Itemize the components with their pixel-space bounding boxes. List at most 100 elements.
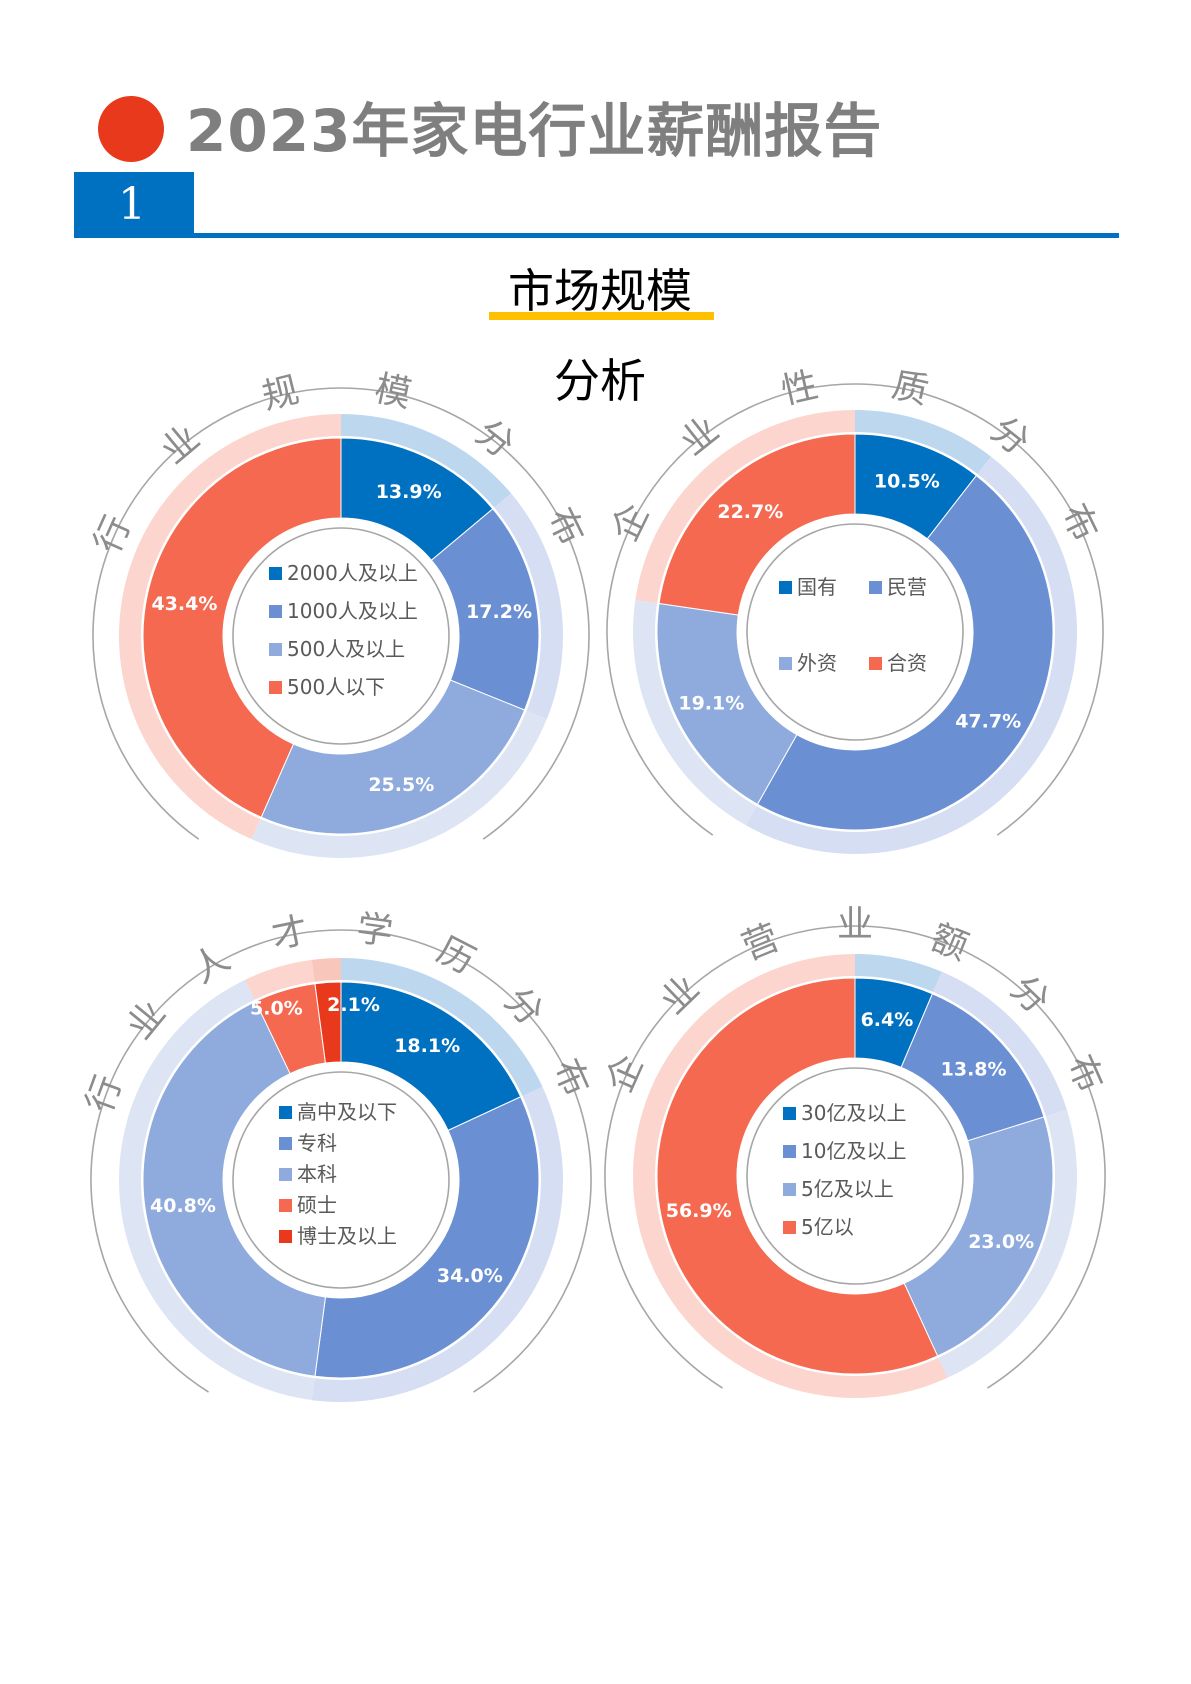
section-heading-line2: 分析 xyxy=(554,354,646,408)
section-divider-line xyxy=(194,233,1119,238)
chart-title-char-7: 分 xyxy=(496,980,551,1034)
section-number-box xyxy=(74,172,194,238)
legend-label-4: 500人以下 xyxy=(287,675,385,699)
legend-swatch-2 xyxy=(869,581,882,594)
value-label-1: 10.5% xyxy=(874,471,940,493)
legend-label-1: 2000人及以上 xyxy=(287,561,418,585)
outer-ring-slice-2 xyxy=(933,971,1067,1117)
legend-swatch-5 xyxy=(279,1230,292,1243)
value-label-2: 34.0% xyxy=(437,1265,503,1287)
chart-title-char-4: 质 xyxy=(888,365,932,413)
pie-slice-5 xyxy=(314,981,342,1064)
value-label-1: 6.4% xyxy=(861,1009,914,1031)
chart-outer-arc xyxy=(604,925,1106,1389)
legend-swatch-4 xyxy=(279,1199,292,1212)
value-label-4: 43.4% xyxy=(151,593,217,615)
legend-swatch-1 xyxy=(779,581,792,594)
chart-title-char-3: 规 xyxy=(258,370,303,418)
value-label-5: 2.1% xyxy=(327,994,380,1016)
legend-swatch-4 xyxy=(783,1221,796,1234)
outer-ring-slice-3 xyxy=(633,600,757,826)
chart-title-char-5: 学 xyxy=(354,908,395,953)
donut-inner-border xyxy=(232,527,450,745)
legend-label-3: 500人及以上 xyxy=(287,637,405,661)
legend-label-4: 5亿以 xyxy=(801,1215,854,1239)
value-label-4: 22.7% xyxy=(717,501,783,523)
chart-outer-arc xyxy=(92,387,590,840)
chart-title-char-3: 营 xyxy=(736,917,785,969)
pie-slice-3 xyxy=(142,1000,327,1377)
outer-ring-slice-4 xyxy=(245,959,315,1000)
chart-title-char-3: 性 xyxy=(778,365,822,413)
value-label-2: 17.2% xyxy=(466,601,532,623)
pie-slice-4 xyxy=(658,433,856,616)
pie-slice-3 xyxy=(656,602,798,805)
pie-slice-4 xyxy=(142,437,342,818)
outer-ring-slice-4 xyxy=(119,414,341,840)
chart-title-char-1: 行 xyxy=(79,1070,130,1118)
chart-title-char-3: 人 xyxy=(185,938,237,992)
legend-swatch-1 xyxy=(783,1107,796,1120)
report-title: 2023年家电行业薪酬报告 xyxy=(186,97,883,165)
chart-outer-arc xyxy=(606,383,1104,836)
chart-title-char-6: 历 xyxy=(430,930,481,983)
legend-swatch-2 xyxy=(279,1137,292,1150)
chart-title-char-7: 布 xyxy=(1059,1049,1111,1099)
value-label-3: 40.8% xyxy=(150,1195,216,1217)
chart-title-char-6: 布 xyxy=(1053,497,1106,547)
legend-swatch-1 xyxy=(279,1106,292,1119)
legend-label-1: 30亿及以上 xyxy=(801,1101,906,1125)
donut-hole xyxy=(738,515,972,749)
legend-swatch-3 xyxy=(279,1168,292,1181)
legend-label-2: 10亿及以上 xyxy=(801,1139,906,1163)
legend-swatch-3 xyxy=(783,1183,796,1196)
heading-underline xyxy=(489,312,714,320)
outer-ring-slice-5 xyxy=(311,958,341,982)
value-label-4: 56.9% xyxy=(666,1200,732,1222)
value-label-3: 23.0% xyxy=(968,1231,1034,1253)
chart-title-char-8: 布 xyxy=(545,1053,597,1103)
chart-title-char-6: 分 xyxy=(1003,968,1057,1023)
pie-slice-2 xyxy=(314,1096,540,1379)
pie-slice-3 xyxy=(903,1116,1054,1357)
value-label-2: 47.7% xyxy=(955,711,1021,733)
legend-label-5: 博士及以上 xyxy=(297,1224,397,1248)
chart-title-char-2: 业 xyxy=(653,968,707,1023)
pie-slice-3 xyxy=(260,679,526,835)
donut-chart-4: 6.4% 13.8% 23.0% 56.9% 30亿及以上 10亿及以上 5亿及以上 5亿以 企… xyxy=(599,904,1111,1398)
pie-slice-1 xyxy=(340,981,522,1132)
donut-inner-border xyxy=(232,1071,450,1289)
pie-slice-4 xyxy=(656,977,939,1375)
outer-ring-slice-1 xyxy=(855,410,992,474)
value-label-3: 25.5% xyxy=(368,774,434,796)
legend-label-2: 1000人及以上 xyxy=(287,599,418,623)
donut-inner-border xyxy=(746,523,964,741)
outer-ring-slice-1 xyxy=(855,954,942,992)
legend-label-4: 硕士 xyxy=(297,1193,337,1217)
outer-ring-slice-2 xyxy=(311,1086,563,1402)
chart-outer-arc xyxy=(90,929,592,1393)
value-label-4: 5.0% xyxy=(250,998,303,1020)
title-bullet-dot xyxy=(98,96,164,162)
legend-swatch-3 xyxy=(269,643,282,656)
donut-chart-1: 13.9% 17.2% 25.5% 43.4% 2000人及以上 1000人及以上 500人… xyxy=(87,368,592,858)
legend-swatch-4 xyxy=(269,681,282,694)
chart-title-char-5: 额 xyxy=(925,917,974,969)
donut-hole xyxy=(738,1059,972,1293)
section-number: 1 xyxy=(118,179,146,230)
legend-label-3: 5亿及以上 xyxy=(801,1177,894,1201)
donut-hole xyxy=(224,1063,458,1297)
chart-title-char-4: 业 xyxy=(837,904,873,945)
outer-ring-slice-2 xyxy=(494,493,563,720)
legend-swatch-2 xyxy=(269,605,282,618)
legend-swatch-2 xyxy=(783,1145,796,1158)
legend-label-3: 本科 xyxy=(297,1162,337,1186)
chart-title-char-4: 才 xyxy=(268,910,312,957)
legend-swatch-4 xyxy=(869,657,882,670)
value-label-1: 18.1% xyxy=(394,1035,460,1057)
legend-label-4: 合资 xyxy=(887,651,927,675)
legend-label-2: 民营 xyxy=(887,575,927,599)
